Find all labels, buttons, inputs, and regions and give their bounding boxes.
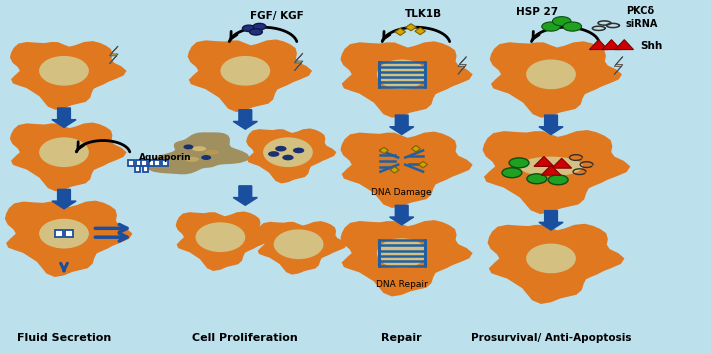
Bar	[154, 160, 159, 166]
Text: TLK1B: TLK1B	[405, 9, 442, 19]
Circle shape	[502, 168, 522, 178]
Text: DNA Repair: DNA Repair	[376, 280, 427, 290]
Ellipse shape	[519, 156, 583, 176]
Bar	[134, 166, 140, 172]
Polygon shape	[419, 161, 427, 168]
Polygon shape	[390, 167, 399, 173]
FancyArrow shape	[233, 110, 257, 129]
Polygon shape	[395, 28, 405, 35]
Ellipse shape	[39, 219, 89, 249]
Ellipse shape	[185, 157, 199, 162]
Circle shape	[552, 17, 571, 26]
Ellipse shape	[377, 238, 427, 268]
Circle shape	[268, 151, 279, 157]
Polygon shape	[341, 220, 473, 297]
FancyArrow shape	[233, 186, 257, 205]
Ellipse shape	[220, 56, 270, 86]
Polygon shape	[488, 224, 624, 304]
Polygon shape	[614, 57, 623, 74]
Polygon shape	[341, 132, 473, 208]
Polygon shape	[615, 40, 634, 50]
Circle shape	[242, 25, 255, 32]
Text: DNA Damage: DNA Damage	[371, 188, 432, 198]
Ellipse shape	[39, 56, 89, 86]
Text: HSP 27: HSP 27	[515, 7, 558, 17]
Polygon shape	[534, 156, 554, 166]
Ellipse shape	[39, 137, 89, 167]
Circle shape	[527, 174, 547, 184]
Polygon shape	[257, 221, 347, 275]
Circle shape	[293, 148, 304, 153]
Text: Fluid Secretion: Fluid Secretion	[17, 333, 111, 343]
Text: FGF/ KGF: FGF/ KGF	[250, 11, 304, 21]
Bar	[65, 230, 73, 237]
Bar	[149, 160, 155, 166]
Text: Repair: Repair	[381, 333, 422, 343]
Polygon shape	[380, 147, 388, 154]
Bar	[162, 160, 168, 166]
Polygon shape	[146, 132, 250, 174]
Text: PKCδ
siRNA: PKCδ siRNA	[626, 6, 658, 29]
Bar	[137, 160, 142, 166]
Circle shape	[542, 22, 560, 31]
Bar	[55, 230, 63, 237]
Ellipse shape	[192, 146, 206, 151]
Circle shape	[509, 158, 529, 168]
Polygon shape	[246, 129, 336, 183]
Polygon shape	[483, 130, 631, 214]
Ellipse shape	[526, 59, 576, 89]
FancyArrow shape	[539, 115, 563, 135]
Circle shape	[183, 144, 193, 149]
Bar	[143, 166, 149, 172]
Ellipse shape	[196, 222, 245, 252]
Bar	[141, 160, 146, 166]
Ellipse shape	[263, 137, 313, 167]
Text: Cell Proliferation: Cell Proliferation	[193, 333, 298, 343]
Text: Prosurvival/ Anti-Apoptosis: Prosurvival/ Anti-Apoptosis	[471, 333, 631, 343]
Text: Shh: Shh	[640, 41, 662, 51]
Polygon shape	[406, 24, 417, 31]
Circle shape	[548, 175, 568, 185]
Polygon shape	[415, 28, 425, 35]
FancyArrow shape	[52, 189, 76, 209]
Polygon shape	[458, 57, 466, 74]
Polygon shape	[589, 40, 608, 50]
Polygon shape	[188, 39, 312, 112]
Polygon shape	[10, 41, 127, 110]
Ellipse shape	[377, 59, 427, 89]
FancyArrow shape	[390, 115, 414, 135]
FancyArrow shape	[52, 108, 76, 127]
Ellipse shape	[274, 229, 324, 259]
Polygon shape	[176, 211, 272, 271]
Circle shape	[201, 155, 211, 160]
Polygon shape	[341, 41, 473, 118]
Polygon shape	[294, 53, 303, 71]
Polygon shape	[412, 145, 420, 152]
Polygon shape	[541, 165, 561, 175]
Circle shape	[282, 155, 294, 160]
Text: Aquaporin: Aquaporin	[139, 153, 191, 162]
Ellipse shape	[526, 244, 576, 273]
Circle shape	[253, 23, 266, 30]
Polygon shape	[490, 41, 622, 118]
Bar	[128, 160, 134, 166]
Ellipse shape	[205, 150, 219, 155]
Polygon shape	[552, 158, 572, 168]
Polygon shape	[10, 122, 127, 191]
Circle shape	[563, 22, 582, 31]
Circle shape	[275, 146, 287, 152]
FancyArrow shape	[390, 205, 414, 225]
Circle shape	[250, 29, 262, 35]
Polygon shape	[5, 201, 132, 277]
FancyArrow shape	[539, 211, 563, 230]
Polygon shape	[602, 40, 621, 50]
Polygon shape	[109, 46, 118, 64]
